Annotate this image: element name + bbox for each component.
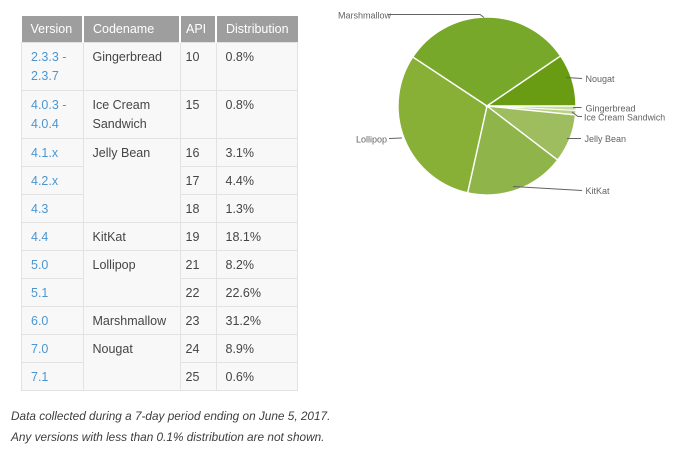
svg-text:Lollipop: Lollipop xyxy=(356,135,387,145)
svg-text:Gingerbread: Gingerbread xyxy=(586,103,636,113)
svg-text:Ice Cream Sandwich: Ice Cream Sandwich xyxy=(584,112,665,122)
svg-text:KitKat: KitKat xyxy=(586,186,611,196)
svg-text:Nougat: Nougat xyxy=(586,74,616,84)
svg-text:Marshmallow: Marshmallow xyxy=(338,11,392,21)
svg-text:Jelly Bean: Jelly Bean xyxy=(585,134,627,144)
